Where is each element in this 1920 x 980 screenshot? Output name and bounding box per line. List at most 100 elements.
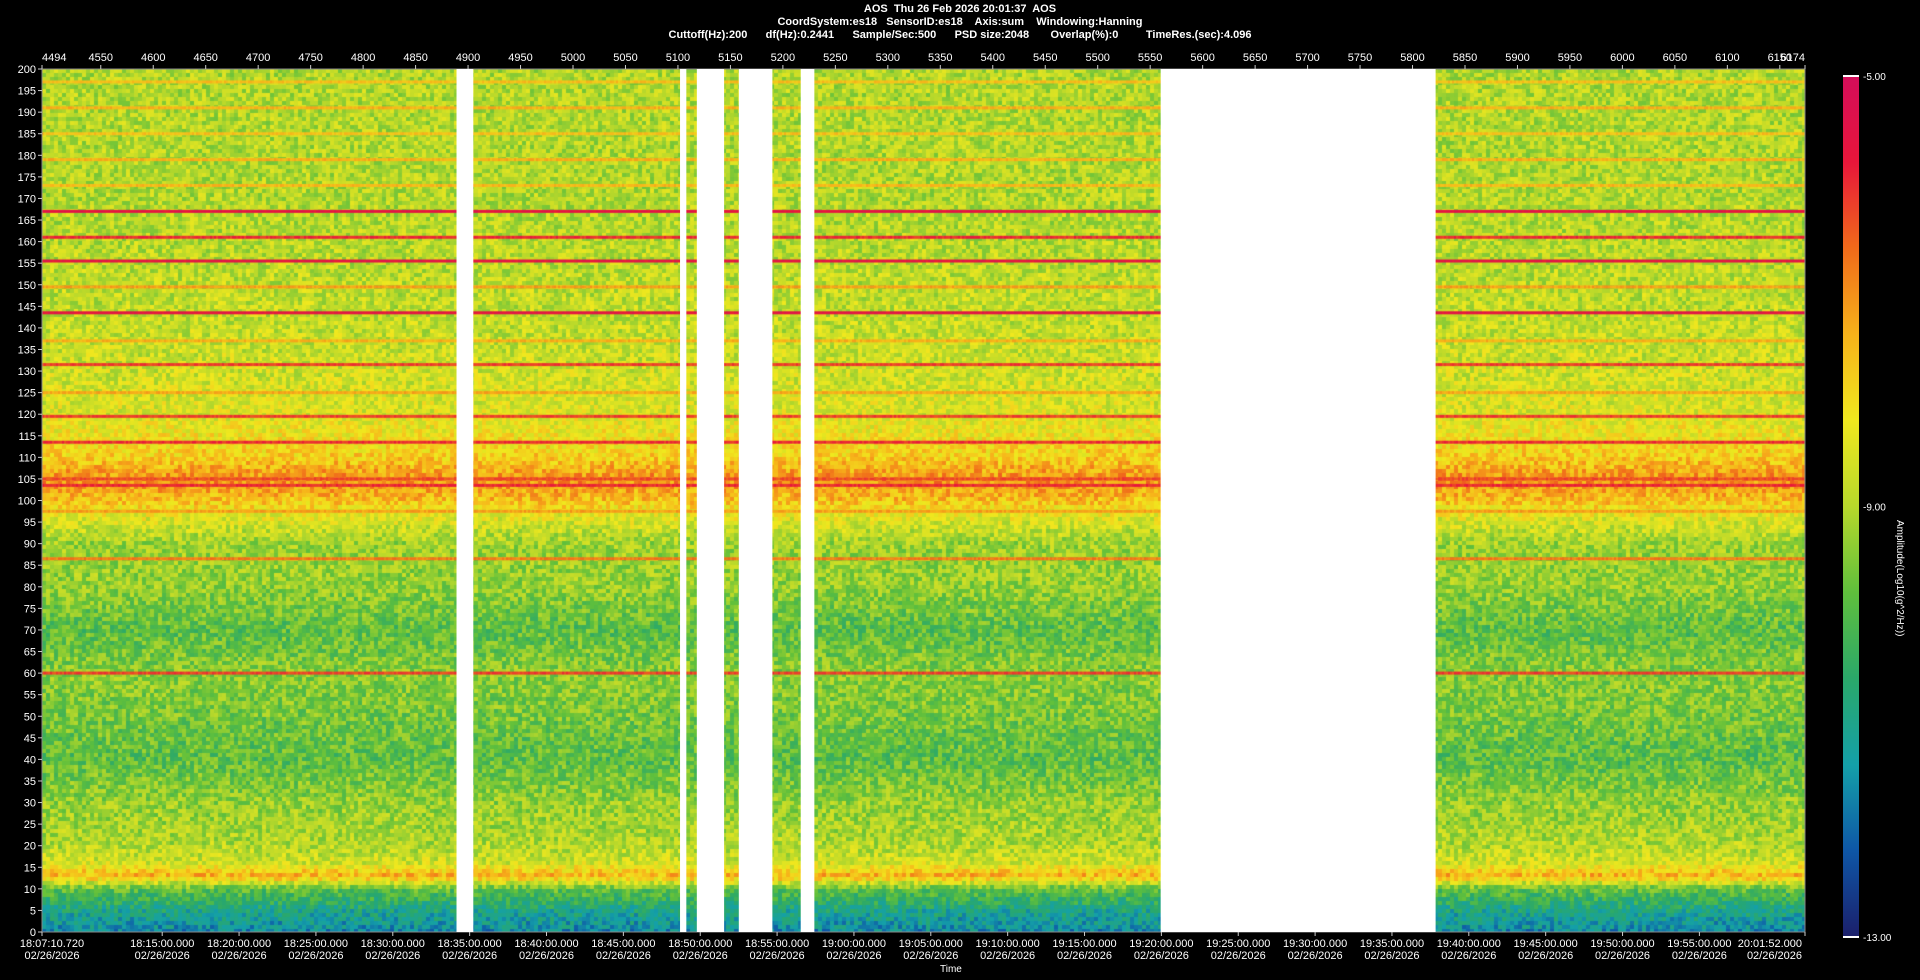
date-tick-label: 02/26/2026	[24, 950, 79, 962]
top-tick-label: 5200	[771, 52, 795, 64]
top-tick-label: 5900	[1505, 52, 1529, 64]
top-tick-label: 5100	[666, 52, 690, 64]
time-tick-label: 19:00:00.000	[822, 938, 886, 950]
y-tick-label: 125	[18, 388, 36, 400]
colorbar-tick-label: -5.00	[1863, 72, 1886, 83]
time-tick-label: 18:15:00.000	[130, 938, 194, 950]
chart-title: AOS Thu 26 Feb 2026 20:01:37 AOS	[863, 3, 1057, 15]
date-tick-label: 02/26/2026	[1211, 950, 1266, 962]
date-tick-label: 02/26/2026	[1518, 950, 1573, 962]
chart-subtitle-params: Cuttoff(Hz):200 df(Hz):0.2441 Sample/Sec…	[668, 29, 1252, 41]
date-tick-label: 02/26/2026	[826, 950, 881, 962]
time-tick-label: 19:20:00.000	[1129, 938, 1193, 950]
top-tick-label: 5550	[1138, 52, 1162, 64]
y-tick-label: 85	[24, 560, 36, 572]
date-tick-label: 02/26/2026	[673, 950, 728, 962]
time-tick-label: 18:30:00.000	[361, 938, 425, 950]
top-tick-label: 4700	[246, 52, 270, 64]
y-tick-label: 150	[18, 280, 36, 292]
top-tick-label: 5950	[1558, 52, 1582, 64]
data-gap-3	[738, 69, 773, 932]
y-tick-label: 145	[18, 301, 36, 313]
time-tick-label: 18:25:00.000	[284, 938, 348, 950]
y-tick-label: 170	[18, 193, 36, 205]
top-axis: 4494 4550 4600 4650 4700 4750 4800 4850 4900 4950…	[41, 52, 1806, 69]
y-tick-label: 55	[24, 690, 36, 702]
y-tick-label: 20	[24, 841, 36, 853]
time-tick-label: 18:55:00.000	[745, 938, 809, 950]
date-tick-label: 02/26/2026	[135, 950, 190, 962]
y-tick-label: 130	[18, 366, 36, 378]
top-tick-label: 4550	[89, 52, 113, 64]
time-tick-label: 19:05:00.000	[899, 938, 963, 950]
date-tick-label: 02/26/2026	[212, 950, 267, 962]
top-tick-label: 5400	[981, 52, 1005, 64]
top-tick-label: 5650	[1243, 52, 1267, 64]
time-tick-label: 19:15:00.000	[1052, 938, 1116, 950]
top-tick-label: 4900	[456, 52, 480, 64]
time-tick-label: 19:40:00.000	[1437, 938, 1501, 950]
top-tick-label: 6150	[1768, 52, 1792, 64]
date-tick-label: 02/26/2026	[1057, 950, 1112, 962]
y-tick-label: 195	[18, 86, 36, 98]
y-tick-label: 0	[30, 927, 36, 939]
y-tick-label: 120	[18, 409, 36, 421]
y-tick-label: 105	[18, 474, 36, 486]
date-tick-label: 02/26/2026	[1595, 950, 1650, 962]
date-tick-label: 02/26/2026	[1672, 950, 1727, 962]
time-tick-label: 19:45:00.000	[1514, 938, 1578, 950]
y-tick-label: 15	[24, 862, 36, 874]
date-tick-label: 02/26/2026	[596, 950, 651, 962]
y-tick-label: 80	[24, 582, 36, 594]
top-tick-label: 5450	[1033, 52, 1057, 64]
y-tick-label: 110	[18, 452, 36, 464]
data-gap-0	[456, 69, 474, 932]
date-tick-label: 02/26/2026	[442, 950, 497, 962]
y-tick-label: 180	[18, 150, 36, 162]
spectrogram-heatmap	[41, 68, 1806, 933]
top-tick-label: 6174	[1781, 52, 1805, 64]
y-tick-label: 140	[18, 323, 36, 335]
y-tick-label: 185	[18, 129, 36, 141]
date-tick-label: 02/26/2026	[519, 950, 574, 962]
time-tick-label: 19:25:00.000	[1206, 938, 1270, 950]
y-tick-label: 45	[24, 733, 36, 745]
top-tick-label: 4850	[403, 52, 427, 64]
time-tick-label: 18:35:00.000	[438, 938, 502, 950]
y-tick-label: 75	[24, 603, 36, 615]
top-tick-label: 6100	[1715, 52, 1739, 64]
top-tick-label: 4750	[298, 52, 322, 64]
y-tick-label: 10	[24, 884, 36, 896]
top-tick-label: 5050	[613, 52, 637, 64]
time-tick-label: 18:50:00.000	[668, 938, 732, 950]
top-tick-label: 5350	[928, 52, 952, 64]
frequency-axis: 0 5 10 15 20 25 30 35 40 45 50 55 60 65 70 75 80 85 90 95 10…	[18, 64, 42, 939]
y-tick-label: 30	[24, 798, 36, 810]
y-tick-label: 135	[18, 344, 36, 356]
y-tick-label: 40	[24, 754, 36, 766]
y-tick-label: 65	[24, 647, 36, 659]
time-tick-label: 20:01:52.000	[1738, 938, 1802, 950]
date-tick-label: 02/26/2026	[365, 950, 420, 962]
date-tick-label: 02/26/2026	[288, 950, 343, 962]
top-tick-label: 4600	[141, 52, 165, 64]
time-tick-label: 19:30:00.000	[1283, 938, 1347, 950]
data-gap-5	[1160, 69, 1436, 932]
y-tick-label: 155	[18, 258, 36, 270]
time-tick-label: 18:40:00.000	[514, 938, 578, 950]
colorbar-label: Amplitude(Log10(g^2/Hz))	[1894, 520, 1905, 637]
time-tick-label: 19:50:00.000	[1590, 938, 1654, 950]
data-gap-1	[680, 69, 687, 932]
top-tick-label: 6000	[1610, 52, 1634, 64]
top-tick-label: 5500	[1085, 52, 1109, 64]
data-gap-2	[696, 69, 725, 932]
y-tick-label: 50	[24, 711, 36, 723]
y-tick-label: 175	[18, 172, 36, 184]
time-axis: 18:07:10.72002/26/202618:15:00.00002/26/…	[20, 932, 1806, 962]
top-tick-label: 5750	[1348, 52, 1372, 64]
date-tick-label: 02/26/2026	[750, 950, 805, 962]
top-tick-label: 5150	[718, 52, 742, 64]
top-tick-label: 5300	[876, 52, 900, 64]
date-tick-label: 02/26/2026	[1288, 950, 1343, 962]
colorbar-tick-label: -9.00	[1863, 503, 1886, 514]
